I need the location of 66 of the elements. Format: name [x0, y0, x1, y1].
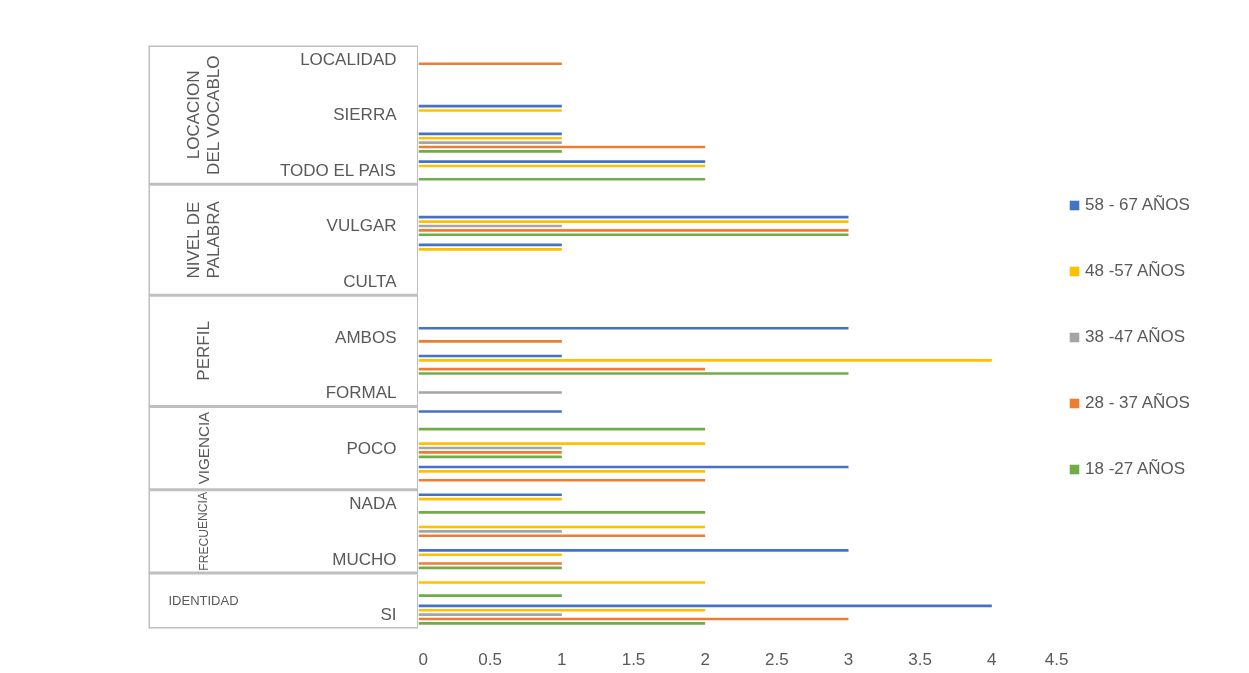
bar: [418, 141, 562, 144]
bar: [418, 160, 706, 163]
text: VIGENCIA: [195, 410, 212, 485]
bar: [418, 549, 849, 552]
y-tick-label: SI: [380, 605, 397, 625]
bar: [418, 136, 562, 140]
legend-label: 28 - 37 AÑOS: [1085, 392, 1190, 413]
bar: [418, 177, 706, 181]
bar: [418, 150, 562, 153]
legend-label: 58 - 67 AÑOS: [1085, 194, 1190, 215]
bar: [418, 581, 706, 584]
x-tick-label: 1.5: [621, 649, 646, 669]
bar: [418, 594, 562, 597]
x-tick-label: 1: [557, 649, 567, 669]
x-tick-label: 0: [418, 649, 428, 669]
text: NIVEL DE PALABRA: [183, 200, 224, 279]
legend-label: 48 -57 AÑOS: [1085, 260, 1186, 281]
bar: [418, 372, 849, 375]
x-tick-label: 2: [700, 649, 710, 669]
bar: [418, 608, 706, 612]
text: LOCACION DEL VOCABLO: [183, 55, 224, 175]
bar: [418, 451, 562, 454]
y-tick-label: TODO EL PAIS: [279, 160, 396, 180]
bar: [418, 340, 562, 343]
text: IDENTIDAD: [168, 593, 239, 609]
y-tick-label: NADA: [349, 494, 398, 514]
bar: [418, 534, 706, 538]
x-tick-label: 4.5: [1044, 649, 1069, 669]
x-tick-label: 2.5: [765, 649, 789, 669]
bar: [418, 359, 992, 362]
text: PERFIL: [194, 321, 213, 381]
x-tick-label: 4: [987, 649, 997, 669]
y-tick-label: SIERRA: [333, 105, 398, 125]
bar: [418, 391, 562, 394]
legend-label: 38 -47 AÑOS: [1085, 326, 1186, 347]
bar: [418, 220, 849, 223]
x-tick-label: 3.5: [908, 649, 932, 669]
y-tick-label: LOCALIDAD: [300, 49, 397, 69]
bar: [418, 493, 562, 497]
x-tick-label: 3: [843, 649, 854, 669]
y-tick-label: AMBOS: [335, 327, 397, 347]
bar: [418, 478, 706, 482]
bar: [418, 511, 706, 514]
bar: [418, 326, 849, 330]
bar: [418, 410, 562, 413]
y-tick-label: POCO: [346, 438, 397, 458]
bar: [418, 562, 562, 565]
legend-label: 18 -27 AÑOS: [1085, 458, 1186, 479]
y-tick-label: CULTA: [343, 271, 398, 291]
x-tick-label: 0.5: [478, 649, 502, 669]
bar: [418, 248, 562, 251]
bar: [418, 622, 706, 625]
bar: [418, 470, 706, 473]
text: FRECUENCIA: [196, 491, 211, 571]
bar: [418, 233, 849, 237]
bar: [418, 553, 562, 557]
bar: [418, 229, 849, 232]
y-tick-label: VULGAR: [326, 216, 397, 236]
bar: [418, 530, 562, 533]
bar: [418, 62, 562, 66]
bar: [418, 442, 706, 445]
bar: [418, 109, 562, 112]
bar: [418, 497, 562, 501]
y-tick-label: MUCHO: [332, 549, 397, 569]
y-tick-label: FORMAL: [325, 383, 397, 403]
bar: [418, 613, 562, 616]
